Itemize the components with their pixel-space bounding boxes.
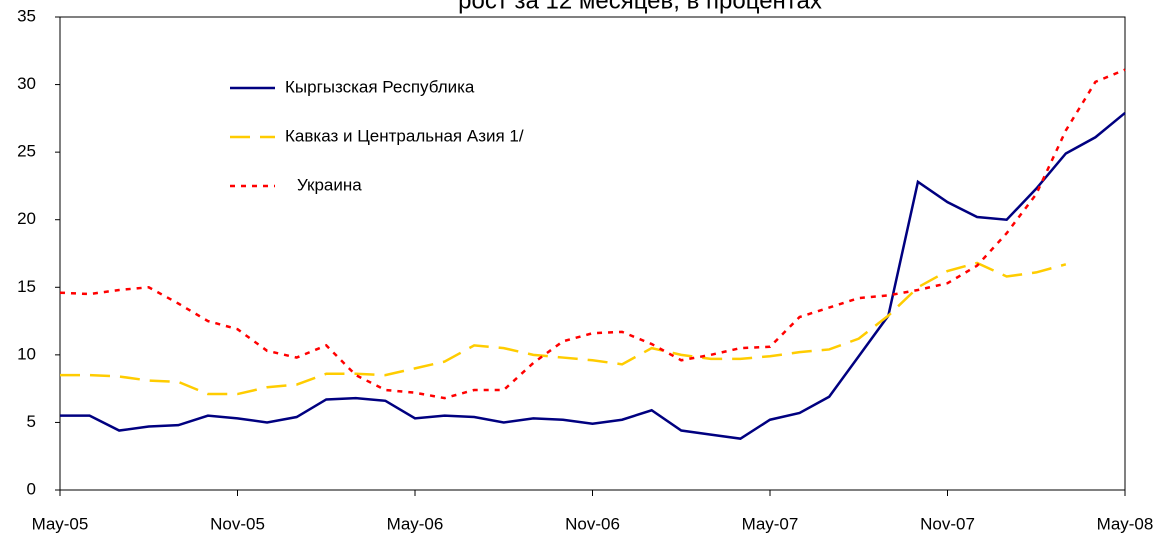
x-tick-label: Nov-05 bbox=[210, 514, 265, 533]
series-line bbox=[60, 261, 1067, 396]
y-tick-label: 15 bbox=[17, 277, 36, 296]
y-tick-label: 5 bbox=[27, 412, 36, 431]
legend-label: Украина bbox=[297, 175, 362, 194]
y-tick-label: 35 bbox=[17, 6, 36, 25]
chart-title: рост за 12 месяцев, в процентах bbox=[458, 0, 822, 14]
x-tick-label: May-07 bbox=[742, 514, 799, 533]
legend-label: Кыргызская Республика bbox=[285, 77, 475, 96]
y-tick-label: 30 bbox=[17, 74, 36, 93]
y-tick-label: 20 bbox=[17, 209, 36, 228]
x-tick-label: May-08 bbox=[1097, 514, 1154, 533]
x-tick-label: May-06 bbox=[387, 514, 444, 533]
y-tick-label: 10 bbox=[17, 344, 36, 363]
x-tick-label: May-05 bbox=[32, 514, 89, 533]
series-line bbox=[59, 68, 1126, 400]
x-tick-label: Nov-07 bbox=[920, 514, 975, 533]
legend-label: Кавказ и Центральная Азия 1/ bbox=[285, 126, 524, 145]
y-tick-label: 0 bbox=[27, 479, 36, 498]
y-tick-label: 25 bbox=[17, 142, 36, 161]
plot-area bbox=[59, 16, 1126, 491]
x-tick-label: Nov-06 bbox=[565, 514, 620, 533]
series-line bbox=[60, 111, 1126, 440]
